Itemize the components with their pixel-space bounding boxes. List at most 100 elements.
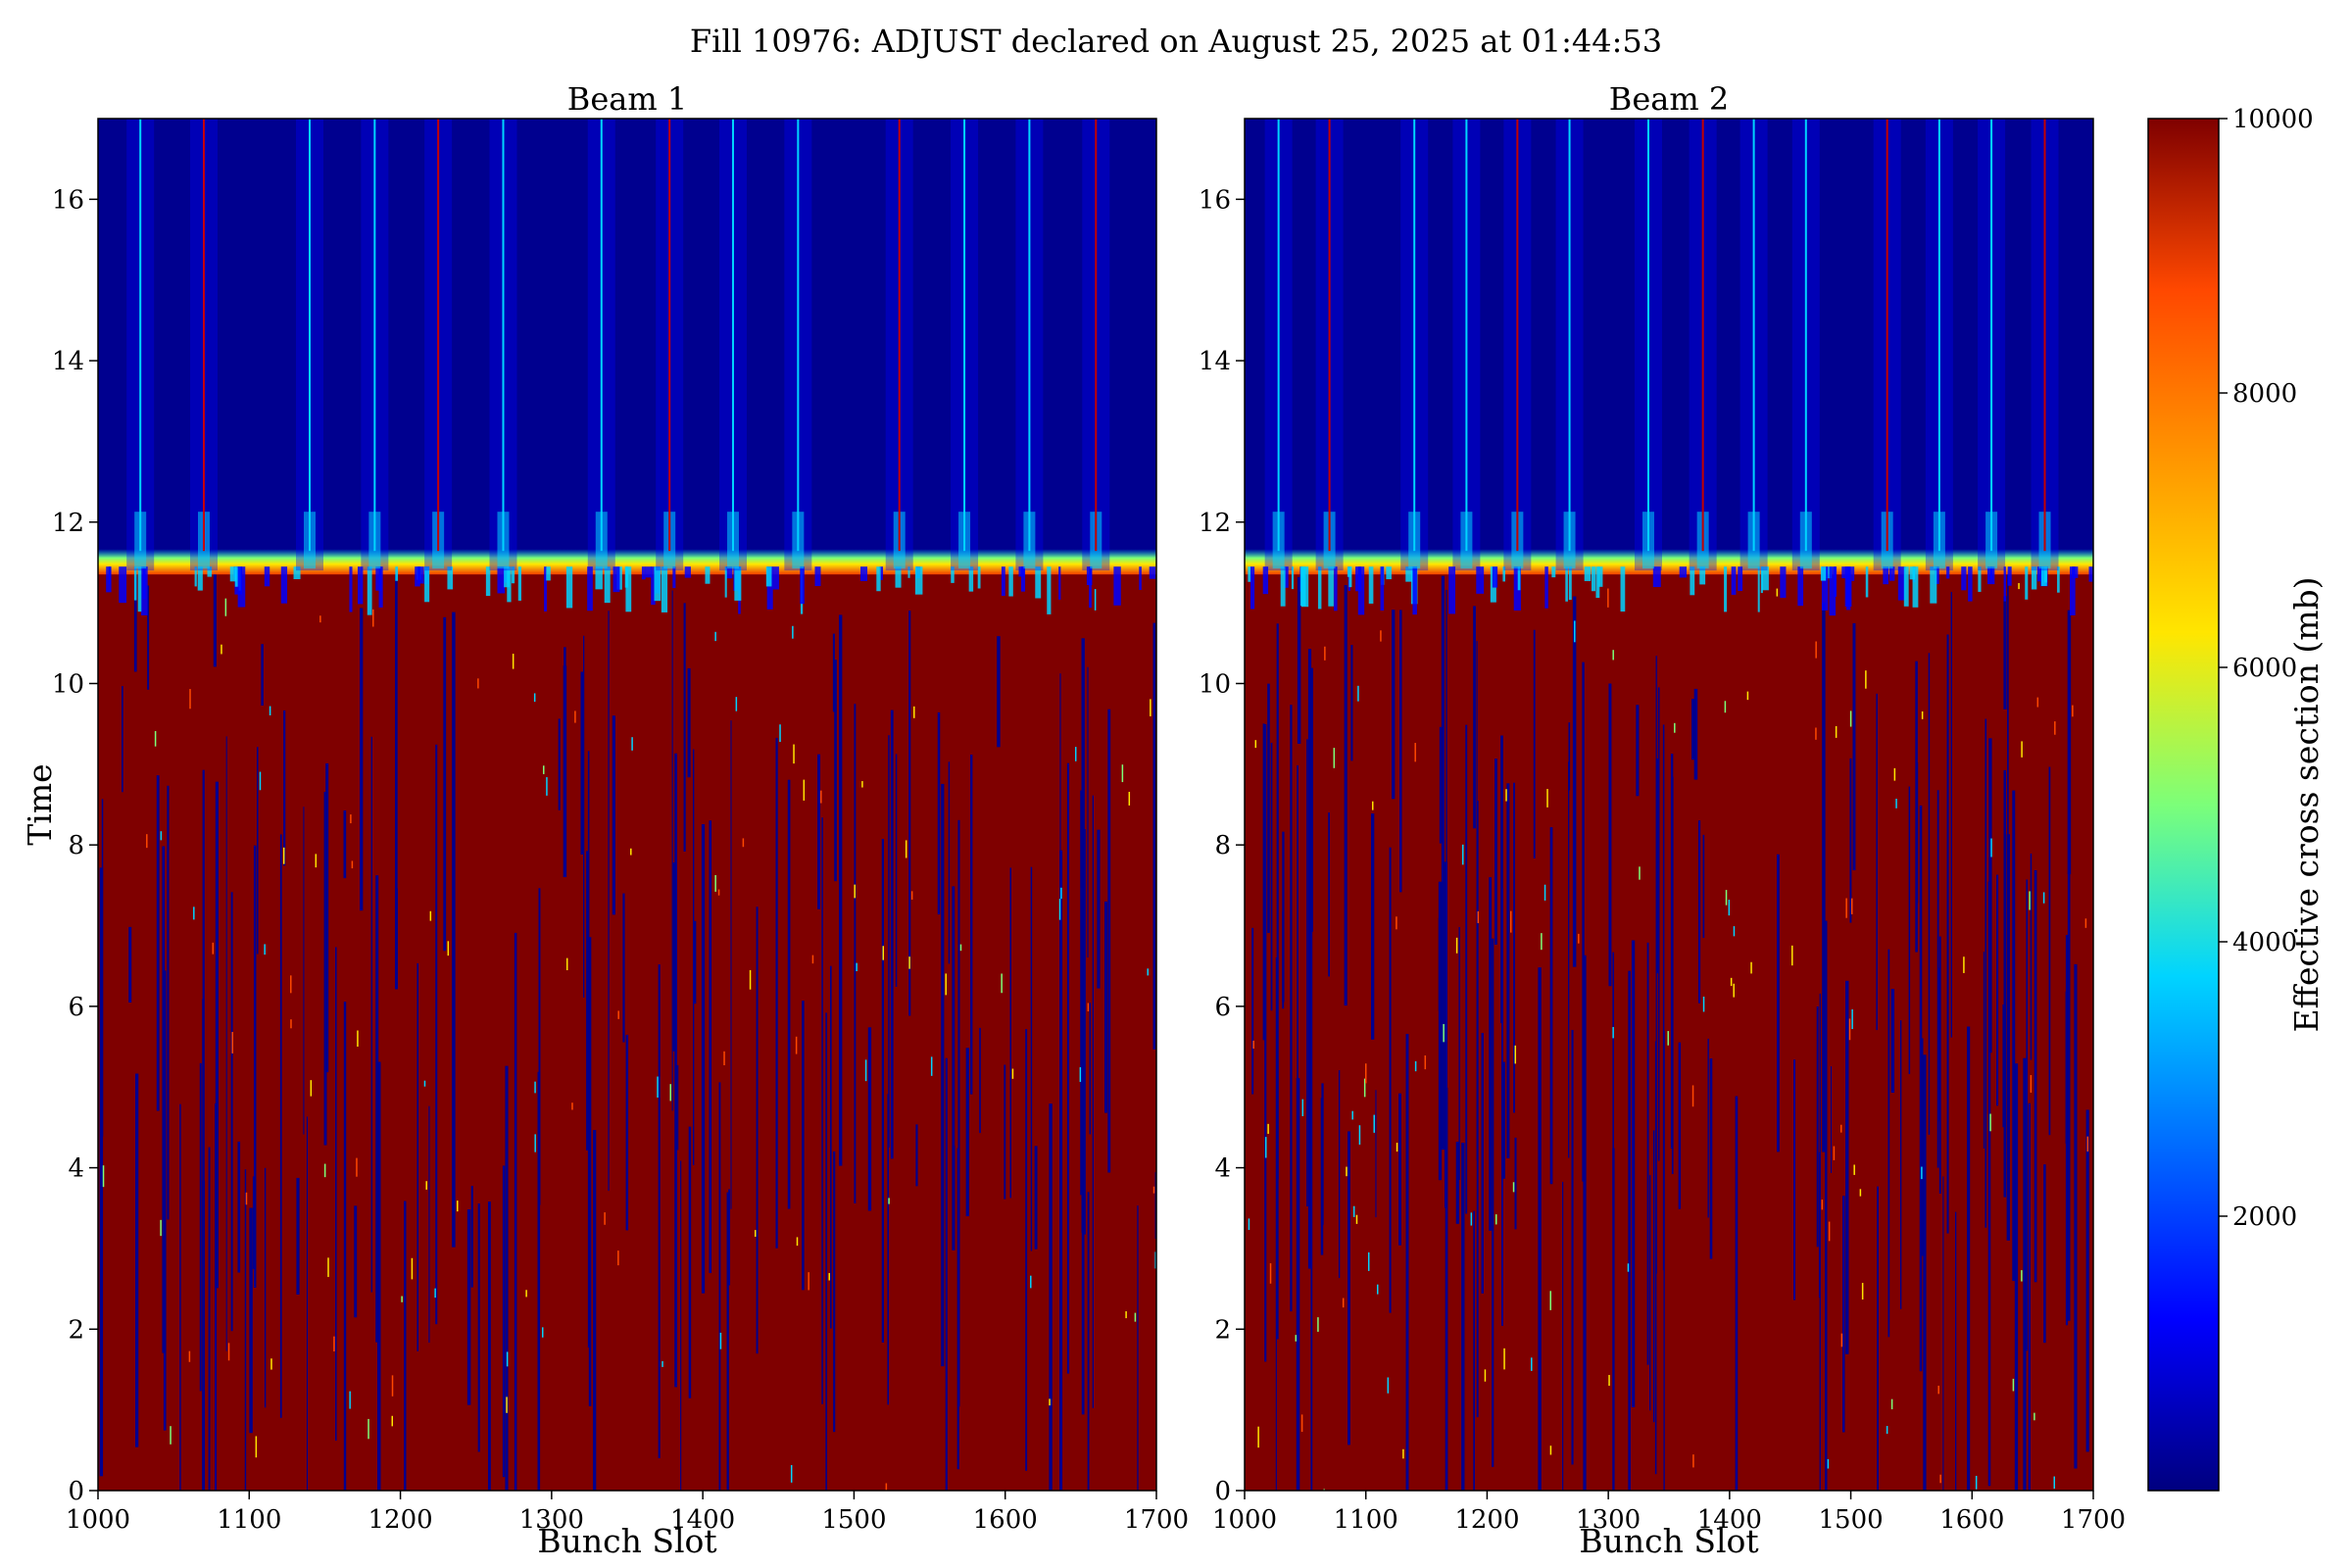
low-value-streak (225, 736, 227, 1351)
x-tick-label: 1000 (66, 1505, 130, 1535)
low-value-streak (775, 737, 778, 1249)
edge-dip (654, 566, 662, 602)
edge-dip (879, 566, 884, 580)
speckle (1827, 1458, 1830, 1469)
edge-dip (119, 566, 127, 604)
low-value-streak (2043, 1164, 2046, 1344)
speckle (227, 1343, 230, 1361)
low-value-streak (1494, 759, 1497, 945)
low-value-streak (1967, 1026, 1971, 1491)
low-value-streak (1876, 693, 1878, 1031)
edge-dip (1380, 566, 1385, 611)
speckle (1414, 1060, 1417, 1072)
edge-dip (860, 566, 868, 581)
low-value-streak (1670, 754, 1674, 1150)
low-value-streak (948, 761, 951, 964)
edge-dip (672, 566, 676, 589)
speckle (1865, 670, 1867, 689)
speckle (856, 962, 858, 972)
edge-dip (2040, 566, 2047, 586)
low-value-streak (253, 845, 257, 1289)
low-value-streak (1946, 634, 1949, 1234)
low-value-streak (2028, 1102, 2032, 1491)
low-value-streak (538, 888, 541, 1205)
low-value-streak (1735, 1096, 1739, 1491)
edge-dip (237, 566, 246, 608)
low-value-streak (1936, 790, 1939, 1168)
speckle (1265, 1137, 1267, 1158)
speckle (269, 706, 271, 715)
x-tick-label: 1600 (973, 1505, 1038, 1535)
low-value-streak (1709, 1058, 1713, 1259)
low-value-streak (1899, 1020, 1902, 1309)
streak-line (1568, 119, 1571, 552)
speckle (1079, 1067, 1082, 1082)
low-value-streak (1262, 723, 1265, 1041)
low-value-streak (2003, 769, 2006, 1198)
low-value-streak (593, 1130, 597, 1491)
low-value-streak (2065, 934, 2069, 1326)
low-value-streak (1492, 938, 1494, 1467)
low-value-streak (1568, 761, 1570, 1158)
low-value-streak (1348, 1131, 1350, 1446)
low-value-streak (335, 947, 337, 1442)
edge-dip (1368, 566, 1374, 604)
low-value-streak (377, 1061, 381, 1491)
speckle (1840, 1333, 1843, 1348)
speckle (888, 1198, 890, 1204)
speckle (1121, 764, 1124, 783)
low-value-streak (937, 711, 941, 915)
speckle (1509, 910, 1512, 933)
edge-dip (1986, 566, 1995, 585)
streak-line (437, 119, 440, 552)
low-value-streak (1455, 1142, 1459, 1224)
edge-dip (1334, 566, 1338, 612)
low-value-streak (709, 820, 712, 1274)
speckle (657, 1076, 659, 1098)
edge-dip (137, 566, 142, 612)
edge-dip (357, 566, 364, 605)
speckle (1921, 710, 1924, 719)
streak-line (797, 119, 800, 552)
low-value-streak (895, 754, 898, 987)
low-value-streak (1476, 641, 1478, 1161)
low-value-streak (306, 1116, 309, 1491)
low-value-streak (915, 1124, 918, 1187)
low-value-streak (230, 892, 233, 1332)
x-tick-label: 1100 (217, 1505, 281, 1535)
low-value-streak (466, 1209, 471, 1405)
speckle (717, 889, 720, 896)
figure-suptitle: Fill 10976: ADJUST declared on August 25… (690, 23, 1662, 60)
low-value-streak (1500, 735, 1503, 1023)
speckle (1147, 968, 1149, 976)
speckle (2084, 918, 2087, 928)
low-value-streak (101, 799, 104, 1137)
speckle (1396, 1143, 1398, 1152)
low-value-streak (1702, 834, 1705, 939)
edge-dip (1780, 566, 1787, 598)
low-value-streak (1297, 576, 1301, 744)
low-value-streak (244, 1169, 247, 1491)
low-value-streak (1662, 724, 1665, 1271)
edge-dip (1299, 566, 1306, 607)
edge-dip (2031, 566, 2037, 590)
low-value-streak (2006, 834, 2010, 1241)
low-value-streak (687, 667, 691, 778)
low-value-streak (2074, 963, 2078, 1469)
edge-dip (1797, 566, 1804, 607)
speckle (1989, 1113, 1991, 1132)
speckle (170, 1426, 172, 1445)
low-value-streak (718, 1082, 721, 1491)
edge-dip (914, 566, 923, 595)
low-value-streak (1267, 683, 1270, 934)
low-value-streak (487, 1201, 491, 1491)
speckle (1750, 961, 1752, 974)
low-value-streak (395, 571, 398, 989)
speckle (457, 1200, 459, 1212)
speckle (795, 1036, 798, 1054)
speckle (1546, 789, 1548, 808)
panel-title-beam-2: Beam 2 (1609, 80, 1729, 118)
speckle (1333, 748, 1336, 768)
colorbar: 2000 4000 6000 8000 10000 Effective cross se… (2147, 105, 2326, 1492)
low-value-streak (360, 608, 364, 911)
